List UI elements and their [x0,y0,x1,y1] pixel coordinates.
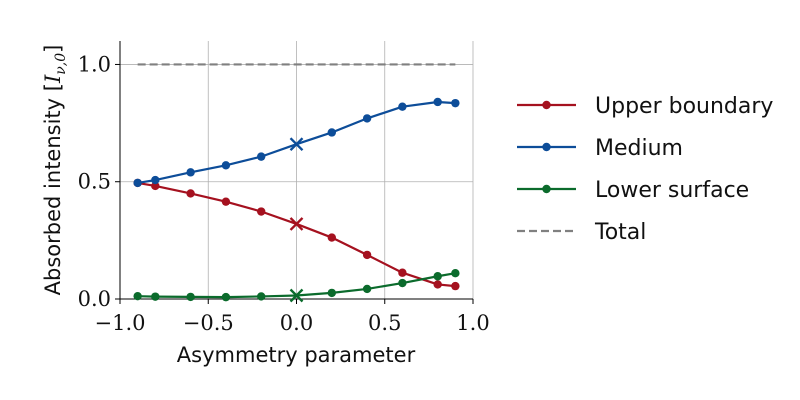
medium-point [257,152,266,161]
x-tick-label: 0.0 [280,311,313,335]
lower-surface-point [362,284,372,294]
medium-point [433,97,442,107]
y-tick-label: 1.0 [78,52,111,76]
lower-surface-point [151,292,160,301]
medium-point [186,168,195,177]
axes-spines [115,41,474,304]
y-axis-label: Absorbed intensity [Iν,0] [41,45,69,296]
x-tick-label: −1.0 [95,311,146,335]
y-axis-title-subscript: ν,0 [53,53,69,75]
legend-label: Lower surface [595,178,749,203]
lower-surface-point [433,272,442,281]
y-tick-label: 0.0 [78,287,111,311]
lower-surface-point [221,292,231,302]
x-marker-stroke [289,217,304,231]
x-marker-stroke [289,288,304,303]
medium-point [398,102,407,111]
x-tick-label: 0.5 [368,311,401,335]
svg-text:Absorbed intensity [Iν,0]: Absorbed intensity [Iν,0] [41,45,69,296]
y-axis-title-text: Absorbed intensity [ [41,83,65,295]
legend-item-medium: Medium [517,136,683,161]
lower-surface-point [133,291,142,301]
upper-boundary-point [327,233,336,242]
upper-boundary-point [398,268,407,277]
medium-point [362,114,372,123]
x-marker-stroke [289,137,304,152]
medium-point [327,128,336,137]
legend-swatch-marker [542,184,551,194]
lower-surface-point [398,278,407,288]
legend-label: Upper boundary [595,94,773,119]
medium-highlight-x-marker [289,137,304,152]
legend-label: Total [594,220,646,245]
y-tick-label: 0.5 [78,170,111,194]
upper-boundary-point [257,207,266,216]
upper-boundary-point [433,280,442,289]
x-axis-title: Asymmetry parameter [177,343,416,367]
y-axis-title-symbol: I [41,74,65,84]
medium-point [133,178,142,188]
legend-item-upper-boundary: Upper boundary [517,94,773,119]
x-tick-label: −0.5 [183,311,234,335]
lower-surface-highlight-x-marker [289,288,304,303]
x-tick-label: 1.0 [456,311,489,335]
upper-boundary-highlight-x-marker [289,217,304,231]
upper-boundary-point [221,197,231,206]
grid-lines [119,41,474,300]
upper-boundary-point [451,281,460,291]
medium-point [221,161,231,170]
upper-boundary-point [362,250,372,260]
upper-boundary-point [151,181,160,191]
tick-labels: −1.0 −0.5 0.0 0.5 1.0 0.0 0.5 1.0 [78,52,490,335]
lower-surface-point [257,292,266,301]
legend-item-lower-surface: Lower surface [517,178,749,203]
legend-swatch-marker [542,142,551,152]
legend-swatch-marker [542,100,551,110]
medium-point [151,175,160,185]
lower-surface-point [451,269,460,278]
legend-item-total: Total [517,220,646,245]
lower-surface-point [327,288,336,298]
legend: Upper boundary Medium Lower surface Total [517,94,773,245]
x-axis-label: Asymmetry parameter [177,343,416,367]
medium-point [451,98,460,108]
y-axis-title-close: ] [41,45,65,53]
lower-surface-point [186,292,195,302]
upper-boundary-point [186,189,195,198]
data-points [133,97,460,303]
legend-label: Medium [595,136,683,161]
